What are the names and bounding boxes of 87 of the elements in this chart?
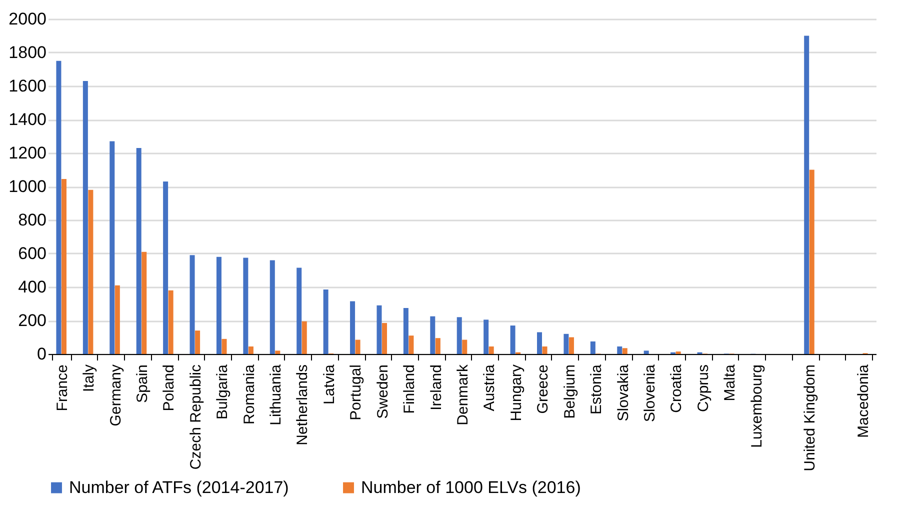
bar [270, 260, 275, 354]
x-tick-label: Slovenia [641, 364, 658, 422]
bar [110, 141, 115, 354]
bar [644, 350, 649, 354]
x-tick-label: Luxembourg [748, 364, 766, 448]
bar [243, 258, 248, 354]
y-tick-label: 200 [18, 311, 46, 330]
x-tick-label: Czech Republic [187, 364, 204, 470]
bar [56, 60, 62, 354]
legend-label: Number of ATFs (2014-2017) [69, 478, 289, 497]
x-tick-label: Croatia [668, 364, 686, 413]
x-tick-label: Hungary [508, 364, 525, 422]
bar [809, 170, 814, 354]
bar [376, 305, 382, 354]
bar [350, 301, 356, 354]
x-tick-label: France [54, 364, 71, 412]
bar [568, 337, 574, 354]
bar [222, 338, 227, 354]
bar [136, 148, 142, 354]
y-tick-label: 1200 [8, 144, 46, 162]
bar [82, 80, 88, 354]
x-tick-label: Macedonia [855, 364, 872, 438]
y-tick-label: 1600 [8, 76, 46, 96]
bar [510, 326, 516, 354]
bar [355, 340, 360, 354]
bar [88, 190, 94, 354]
x-tick-label: Lithuania [268, 364, 285, 426]
bar [216, 256, 222, 354]
bar [430, 316, 436, 354]
bar [323, 290, 328, 354]
bar [408, 336, 414, 354]
bar [163, 181, 168, 354]
x-tick-label: Romania [240, 364, 258, 425]
bar [484, 320, 489, 354]
bar [542, 346, 548, 354]
x-tick-label: Italy [80, 364, 98, 392]
bar [190, 255, 195, 354]
bar [275, 350, 280, 354]
bar [248, 346, 254, 354]
bar [382, 323, 388, 354]
bar [403, 308, 408, 354]
bar [804, 36, 810, 354]
x-tick-label: Poland [160, 364, 178, 412]
y-tick-label: 1000 [8, 177, 46, 196]
x-tick-label: Denmark [454, 364, 472, 426]
y-tick-label: 0 [37, 344, 46, 364]
x-tick-label: Malta [722, 364, 739, 402]
bar [564, 334, 569, 354]
x-tick-label: Finland [401, 364, 418, 414]
bar [622, 348, 628, 354]
x-tick-label: Portugal [348, 364, 365, 420]
x-tick-label: Bulgaria [214, 364, 232, 420]
bar [296, 268, 302, 354]
bar [590, 341, 596, 354]
bar [168, 290, 174, 354]
bar [435, 338, 440, 354]
y-tick-label: 600 [18, 244, 46, 263]
bar [195, 330, 200, 354]
y-tick-label: 1400 [8, 110, 46, 129]
bar [61, 178, 66, 354]
x-tick-label: Netherlands [294, 364, 312, 446]
y-tick-label: 400 [18, 278, 46, 296]
bar [142, 252, 147, 354]
bar [536, 332, 542, 354]
bar [617, 346, 622, 354]
x-tick-label: Ireland [428, 364, 445, 410]
x-tick-label: Germany [107, 364, 124, 426]
bar [456, 317, 462, 354]
x-tick-label: Latvia [320, 364, 338, 405]
x-tick-label: Austria [481, 364, 498, 412]
bar [462, 340, 468, 354]
bar [488, 346, 494, 354]
y-tick-label: 1800 [8, 43, 46, 62]
y-tick-label: 2000 [8, 10, 46, 28]
x-tick-label: Cyprus [694, 364, 712, 412]
bar [676, 351, 681, 354]
legend-label: Number of 1000 ELVs (2016) [361, 478, 581, 497]
x-tick-label: Greece [534, 364, 552, 414]
x-tick-label: United Kingdom [802, 364, 819, 472]
bar [114, 285, 120, 354]
x-tick-label: Sweden [374, 364, 392, 419]
y-tick-label: 800 [18, 210, 46, 230]
x-tick-label: Slovakia [614, 364, 632, 422]
x-tick-label: Spain [134, 364, 151, 403]
x-tick-label: Estonia [588, 364, 606, 415]
x-tick-label: Belgium [561, 364, 578, 419]
bar [302, 321, 307, 354]
